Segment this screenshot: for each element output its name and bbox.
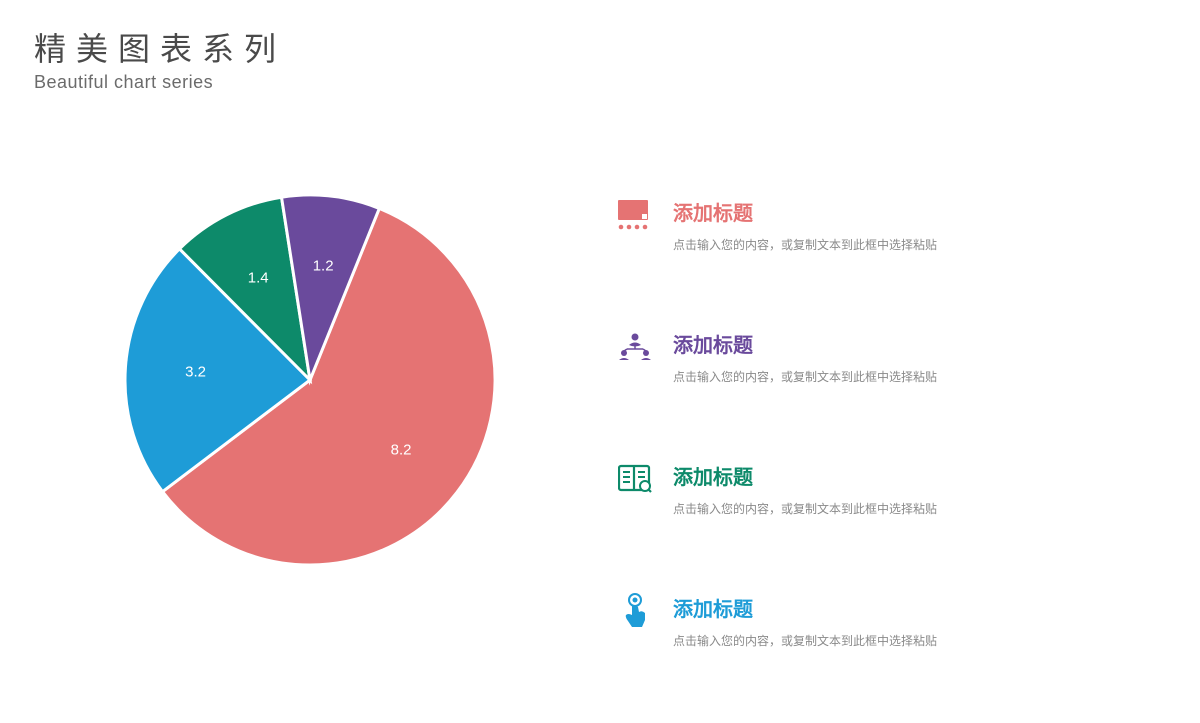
pie-slice-label-0: 8.2 (391, 441, 412, 458)
legend-text: 添加标题点击输入您的内容，或复制文本到此框中选择粘贴 (673, 327, 937, 385)
pie-slice-label-1: 3.2 (185, 363, 206, 380)
legend-item-0: 添加标题点击输入您的内容，或复制文本到此框中选择粘贴 (615, 195, 937, 253)
legend-item-2: 添加标题点击输入您的内容，或复制文本到此框中选择粘贴 (615, 459, 937, 517)
header: 精美图表系列 Beautiful chart series (34, 24, 286, 93)
pie-chart-svg (120, 190, 500, 570)
page-title-cn: 精美图表系列 (34, 24, 286, 70)
page-title-en: Beautiful chart series (34, 72, 286, 93)
legend-item-1: 添加标题点击输入您的内容，或复制文本到此框中选择粘贴 (615, 327, 937, 385)
legend-desc: 点击输入您的内容，或复制文本到此框中选择粘贴 (673, 368, 937, 385)
legend-text: 添加标题点击输入您的内容，或复制文本到此框中选择粘贴 (673, 591, 937, 649)
board-icon (615, 195, 655, 235)
legend-title: 添加标题 (673, 593, 937, 622)
legend-title: 添加标题 (673, 197, 937, 226)
legend-text: 添加标题点击输入您的内容，或复制文本到此框中选择粘贴 (673, 195, 937, 253)
legend-text: 添加标题点击输入您的内容，或复制文本到此框中选择粘贴 (673, 459, 937, 517)
legend-desc: 点击输入您的内容，或复制文本到此框中选择粘贴 (673, 500, 937, 517)
legend-title: 添加标题 (673, 461, 937, 490)
pie-slice-label-3: 1.2 (313, 258, 334, 275)
legend-desc: 点击输入您的内容，或复制文本到此框中选择粘贴 (673, 632, 937, 649)
book-icon (615, 459, 655, 499)
pie-chart: 8.2 3.2 1.4 1.2 (120, 190, 500, 570)
people-icon (615, 327, 655, 367)
touch-icon (615, 591, 655, 631)
legend-item-3: 添加标题点击输入您的内容，或复制文本到此框中选择粘贴 (615, 591, 937, 649)
legend-desc: 点击输入您的内容，或复制文本到此框中选择粘贴 (673, 236, 937, 253)
pie-slice-label-2: 1.4 (248, 269, 269, 286)
legend: 添加标题点击输入您的内容，或复制文本到此框中选择粘贴 添加标题点击输入您的内容，… (615, 195, 937, 723)
legend-title: 添加标题 (673, 329, 937, 358)
